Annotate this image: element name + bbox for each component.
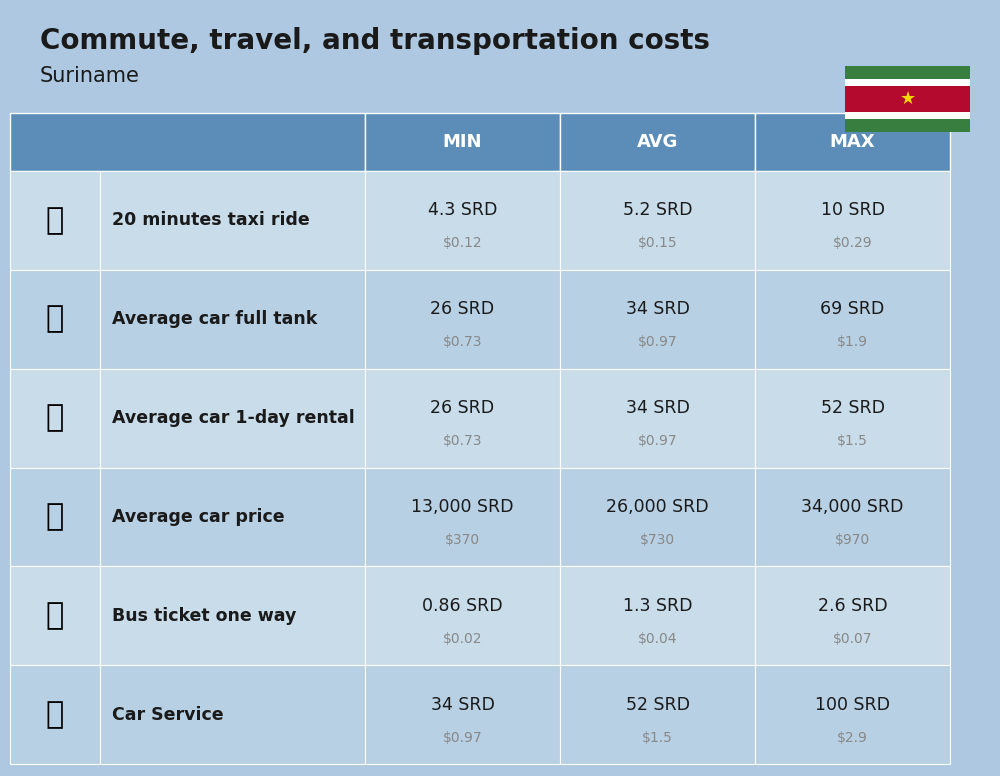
FancyBboxPatch shape [365,171,560,269]
Text: $1.5: $1.5 [837,434,868,448]
Text: 100 SRD: 100 SRD [815,696,890,714]
Text: 52 SRD: 52 SRD [626,696,690,714]
Text: 26,000 SRD: 26,000 SRD [606,498,709,516]
Text: Car Service: Car Service [112,706,224,724]
Text: $0.12: $0.12 [443,236,482,250]
Text: 2.6 SRD: 2.6 SRD [818,597,887,615]
FancyBboxPatch shape [560,269,755,369]
FancyBboxPatch shape [10,269,100,369]
FancyBboxPatch shape [365,566,560,665]
FancyBboxPatch shape [755,369,950,467]
FancyBboxPatch shape [365,269,560,369]
Text: AVG: AVG [637,133,678,151]
FancyBboxPatch shape [560,665,755,764]
FancyBboxPatch shape [100,171,365,269]
FancyBboxPatch shape [10,566,100,665]
FancyBboxPatch shape [10,113,365,171]
FancyBboxPatch shape [845,85,970,112]
Text: $0.73: $0.73 [443,434,482,448]
FancyBboxPatch shape [100,467,365,566]
Text: Average car full tank: Average car full tank [112,310,317,328]
FancyBboxPatch shape [755,113,950,171]
Text: 🚌: 🚌 [46,601,64,630]
FancyBboxPatch shape [560,113,755,171]
FancyBboxPatch shape [10,369,100,467]
Text: Commute, travel, and transportation costs: Commute, travel, and transportation cost… [40,27,710,55]
FancyBboxPatch shape [560,467,755,566]
FancyBboxPatch shape [365,369,560,467]
Text: 20 minutes taxi ride: 20 minutes taxi ride [112,211,310,229]
Text: $0.97: $0.97 [443,731,482,745]
FancyBboxPatch shape [10,665,100,764]
FancyBboxPatch shape [100,269,365,369]
FancyBboxPatch shape [755,566,950,665]
Text: $0.07: $0.07 [833,632,872,646]
Text: $730: $730 [640,533,675,547]
Text: 34,000 SRD: 34,000 SRD [801,498,904,516]
Text: 🚙: 🚙 [46,404,64,432]
FancyBboxPatch shape [365,665,560,764]
Text: 34 SRD: 34 SRD [626,300,689,318]
Text: $0.97: $0.97 [638,335,677,349]
Text: $370: $370 [445,533,480,547]
FancyBboxPatch shape [100,665,365,764]
Text: $1.9: $1.9 [837,335,868,349]
Text: ⛽: ⛽ [46,305,64,334]
Text: 0.86 SRD: 0.86 SRD [422,597,503,615]
FancyBboxPatch shape [365,467,560,566]
Text: Bus ticket one way: Bus ticket one way [112,607,296,625]
Text: Suriname: Suriname [40,66,140,86]
FancyBboxPatch shape [560,369,755,467]
Text: MIN: MIN [443,133,482,151]
FancyBboxPatch shape [755,665,950,764]
FancyBboxPatch shape [845,66,970,79]
Text: 🚕: 🚕 [46,206,64,234]
Text: MAX: MAX [830,133,875,151]
Text: 10 SRD: 10 SRD [821,201,885,220]
FancyBboxPatch shape [755,467,950,566]
FancyBboxPatch shape [365,113,560,171]
FancyBboxPatch shape [560,566,755,665]
Text: $1.5: $1.5 [642,731,673,745]
Text: $0.02: $0.02 [443,632,482,646]
Text: 🛠: 🛠 [46,701,64,729]
Text: 5.2 SRD: 5.2 SRD [623,201,692,220]
Text: 1.3 SRD: 1.3 SRD [623,597,692,615]
Text: 26 SRD: 26 SRD [430,399,495,417]
Text: ★: ★ [899,90,916,108]
FancyBboxPatch shape [10,171,100,269]
Text: $0.15: $0.15 [638,236,677,250]
Text: $0.73: $0.73 [443,335,482,349]
Text: Average car 1-day rental: Average car 1-day rental [112,409,355,427]
Text: $0.97: $0.97 [638,434,677,448]
FancyBboxPatch shape [755,171,950,269]
FancyBboxPatch shape [100,369,365,467]
Text: 13,000 SRD: 13,000 SRD [411,498,514,516]
Text: $2.9: $2.9 [837,731,868,745]
Text: $970: $970 [835,533,870,547]
FancyBboxPatch shape [755,269,950,369]
Text: 4.3 SRD: 4.3 SRD [428,201,497,220]
Text: 34 SRD: 34 SRD [431,696,494,714]
FancyBboxPatch shape [845,112,970,119]
Text: 34 SRD: 34 SRD [626,399,689,417]
Text: 69 SRD: 69 SRD [820,300,885,318]
Text: $0.04: $0.04 [638,632,677,646]
FancyBboxPatch shape [560,171,755,269]
Text: 🚗: 🚗 [46,503,64,532]
Text: $0.29: $0.29 [833,236,872,250]
Text: 26 SRD: 26 SRD [430,300,495,318]
FancyBboxPatch shape [845,119,970,132]
FancyBboxPatch shape [845,79,970,85]
FancyBboxPatch shape [10,467,100,566]
Text: Average car price: Average car price [112,508,285,526]
Text: 52 SRD: 52 SRD [821,399,885,417]
FancyBboxPatch shape [100,566,365,665]
